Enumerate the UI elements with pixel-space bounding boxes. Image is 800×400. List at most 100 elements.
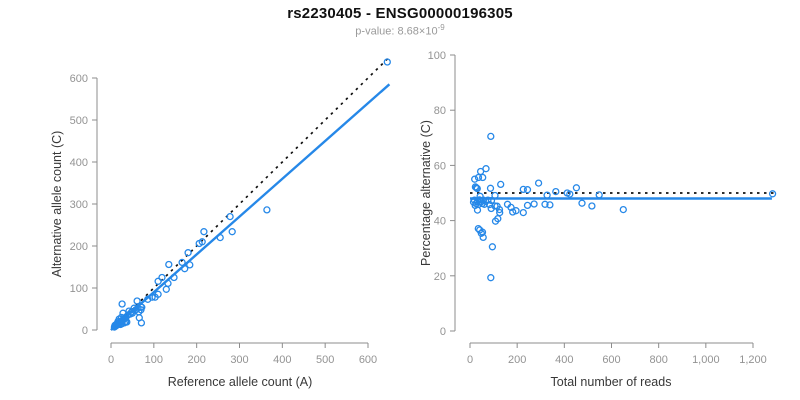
data-point bbox=[154, 290, 162, 298]
y-tick-label: 20 bbox=[434, 271, 446, 283]
data-point bbox=[383, 58, 391, 66]
data-point bbox=[523, 186, 532, 194]
y-tick-label: 500 bbox=[70, 115, 88, 127]
y-tick-label: 80 bbox=[434, 105, 446, 117]
data-point bbox=[497, 180, 505, 189]
data-point bbox=[491, 191, 499, 200]
data-point bbox=[164, 279, 172, 288]
y-tick-label: 400 bbox=[70, 157, 88, 169]
x-axis-title: Total number of reads bbox=[551, 375, 672, 389]
fit-line bbox=[110, 83, 391, 331]
data-point bbox=[133, 297, 141, 305]
y-tick-label: 100 bbox=[428, 50, 446, 62]
data-point bbox=[484, 196, 492, 204]
data-point bbox=[541, 200, 549, 208]
data-point bbox=[118, 300, 126, 308]
x-tick-label: 0 bbox=[467, 354, 473, 366]
data-point bbox=[495, 205, 504, 214]
data-point bbox=[228, 228, 236, 236]
data-point bbox=[165, 260, 173, 269]
data-point bbox=[523, 201, 532, 210]
y-tick-label: 200 bbox=[70, 241, 88, 253]
data-point bbox=[530, 200, 538, 208]
data-point bbox=[552, 187, 560, 196]
x-tick-label: 1,000 bbox=[692, 354, 720, 366]
data-point bbox=[471, 183, 480, 191]
left-scatter-plot: 0 100 200 300 400 500 600 0 100 200 300 400 500 600 Re… bbox=[50, 57, 391, 389]
x-tick-label: 600 bbox=[602, 354, 620, 366]
data-point bbox=[471, 175, 479, 183]
data-point bbox=[572, 184, 581, 192]
data-point bbox=[181, 265, 189, 273]
data-point bbox=[566, 190, 574, 198]
data-point bbox=[184, 249, 192, 257]
y-tick-label: 40 bbox=[434, 216, 446, 228]
data-point bbox=[543, 191, 551, 199]
data-point bbox=[476, 167, 485, 176]
x-tick-label: 500 bbox=[316, 354, 334, 366]
identity-line bbox=[110, 57, 390, 331]
y-tick-label: 100 bbox=[70, 283, 88, 295]
data-point bbox=[509, 208, 517, 216]
data-point bbox=[474, 173, 483, 182]
right-scatter-plot: 0 20 40 60 80 100 0 200 400 600 800 1,000 1,200 Total… bbox=[419, 50, 777, 389]
y-tick-label: 0 bbox=[440, 326, 446, 338]
data-point bbox=[487, 196, 496, 205]
chart-title: rs2230405 - ENSG00000196305 bbox=[287, 5, 513, 22]
pvalue-text: p-value: 8.68×10 bbox=[355, 25, 438, 38]
data-point bbox=[478, 228, 487, 236]
data-point bbox=[487, 132, 495, 141]
data-point bbox=[137, 319, 146, 327]
data-point bbox=[588, 202, 596, 210]
data-point bbox=[619, 205, 627, 214]
data-point bbox=[162, 285, 170, 293]
data-point bbox=[482, 165, 490, 173]
data-point bbox=[512, 207, 520, 215]
data-point bbox=[123, 318, 131, 326]
y-axis-title: Percentage alternative (C) bbox=[419, 120, 433, 266]
data-point bbox=[486, 184, 495, 192]
x-tick-label: 200 bbox=[508, 354, 526, 366]
x-tick-label: 100 bbox=[145, 354, 163, 366]
y-tick-label: 60 bbox=[434, 160, 446, 172]
data-point bbox=[200, 228, 208, 236]
data-point bbox=[534, 179, 543, 187]
y-tick-label: 0 bbox=[82, 325, 88, 337]
y-axis-title: Alternative allele count (C) bbox=[50, 131, 64, 278]
data-point bbox=[130, 304, 138, 312]
x-tick-label: 600 bbox=[359, 354, 377, 366]
x-tick-label: 800 bbox=[649, 354, 667, 366]
data-point bbox=[473, 184, 481, 193]
chart-subtitle: p-value: 8.68×10-9 bbox=[0, 23, 800, 38]
data-point bbox=[198, 238, 206, 246]
data-point bbox=[578, 199, 586, 207]
data-point bbox=[178, 258, 186, 267]
data-point bbox=[186, 261, 194, 269]
data-point bbox=[519, 185, 527, 194]
data-point bbox=[507, 203, 515, 212]
data-point bbox=[496, 208, 504, 217]
data-point bbox=[488, 243, 497, 251]
data-point bbox=[477, 229, 485, 237]
data-point bbox=[170, 273, 178, 282]
y-tick-label: 600 bbox=[70, 73, 88, 85]
data-point bbox=[595, 191, 603, 199]
y-tick-label: 300 bbox=[70, 199, 88, 211]
data-point bbox=[138, 303, 146, 311]
data-point bbox=[154, 277, 162, 285]
data-point bbox=[263, 206, 271, 214]
data-point bbox=[487, 274, 495, 282]
x-tick-label: 400 bbox=[555, 354, 573, 366]
data-point bbox=[479, 233, 487, 242]
x-axis-title: Reference allele count (A) bbox=[168, 375, 313, 389]
x-tick-label: 300 bbox=[230, 354, 248, 366]
pvalue-exponent: -9 bbox=[437, 23, 445, 32]
x-tick-label: 200 bbox=[187, 354, 205, 366]
x-tick-label: 1,200 bbox=[739, 354, 767, 366]
x-tick-label: 400 bbox=[273, 354, 291, 366]
data-point bbox=[216, 233, 224, 242]
data-point bbox=[472, 184, 481, 192]
data-point bbox=[546, 201, 554, 209]
